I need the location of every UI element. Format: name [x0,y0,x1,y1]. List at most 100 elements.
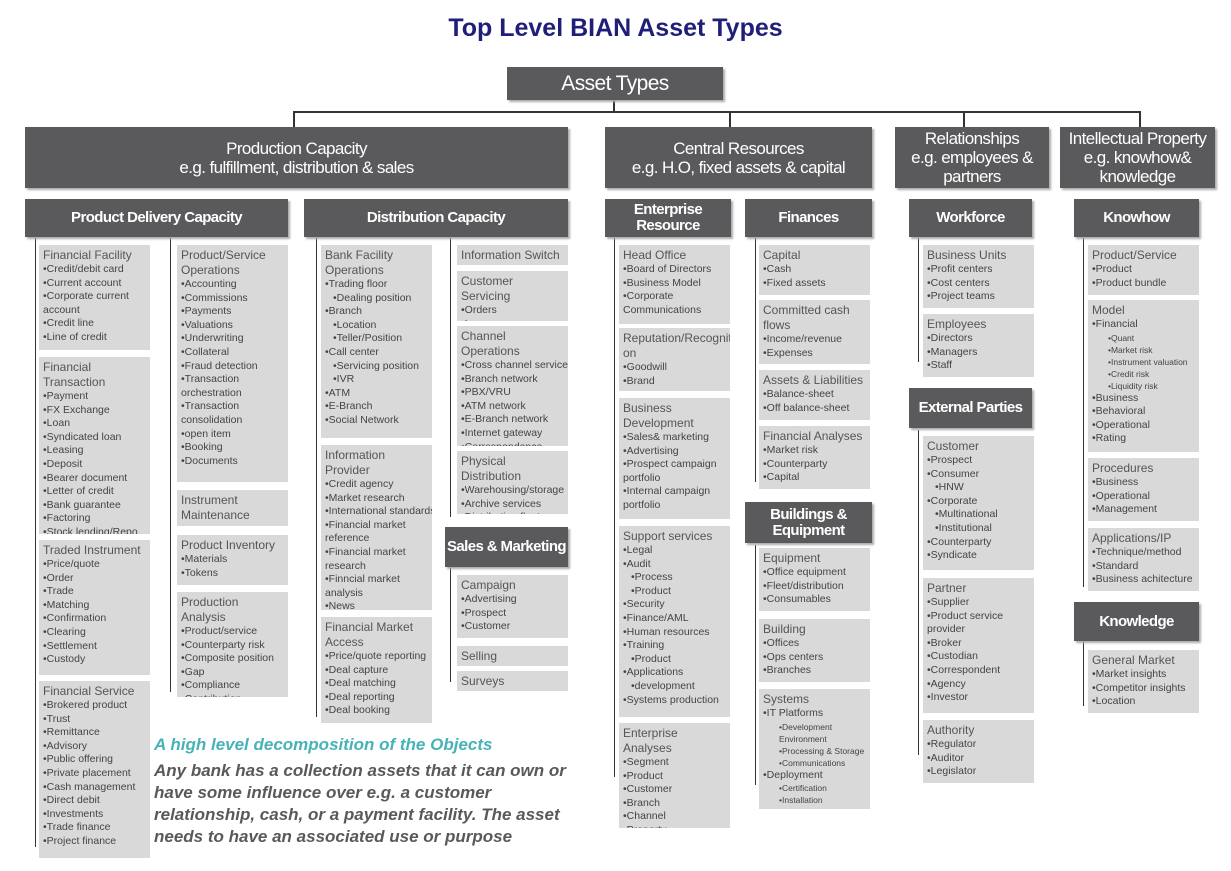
group-distribution-capacity: Distribution Capacity [304,199,568,237]
box-item: •ATM network [461,399,526,412]
asset-box-equipment: Equipment •Office equipment •Fleet/distrib… [759,548,870,611]
box-item: portfolio [623,498,661,511]
asset-box-procedures: Procedures •Business •Operational •Manageme… [1088,458,1199,521]
box-item: •Product/service [181,625,258,637]
box-item: •Letter of credit [43,485,114,498]
asset-box-financial-analyses: Financial Analyses •Market risk •Counterpa… [759,426,870,489]
box-item: •Counterparty risk [181,638,265,651]
box-item: •Deployment [763,768,823,781]
box-item: •Credit agency [325,478,394,490]
box-item: •Teller/Position [333,332,403,345]
connector-line [293,111,295,127]
box-item: •Profit centers [927,263,993,275]
asset-box-bank-facility-operations: Bank Facility Operations •Trading floor •De… [321,245,432,438]
box-item: •Correspondence [461,441,565,446]
box-item: •Offices [763,637,800,649]
box-item: •Regulator [927,738,977,750]
asset-box-building: Building •Offices •Ops centers •Branches [759,619,870,682]
box-item: portfolio [623,471,661,484]
box-title: Reputation/Recogniti [623,331,730,345]
box-item: •Market risk [763,444,819,456]
box-item: •Settlement [43,639,97,652]
asset-box-information-provider: Information Provider •Credit agency •Marke… [321,445,432,610]
box-item: •Trust [43,712,71,725]
box-title: Information Provider [325,448,386,477]
box-item: •ATM [325,386,351,399]
box-item: •Process [631,571,673,584]
box-item: •Syndicate [927,549,977,562]
box-item: •Contribution [181,693,285,697]
box-title: flows [763,318,791,332]
box-item: •Credit risk [1108,368,1150,379]
box-item: •International standards [325,505,432,518]
asset-box-customer-servicing: Customer Servicing•Orders •Issues [457,271,568,321]
group-product-delivery-capacity: Product Delivery Capacity [25,199,288,237]
box-item: •Business [1092,476,1139,488]
box-title: on [623,346,637,360]
box-item: •Customer [461,620,511,633]
box-item: •Remittance [43,726,100,739]
tree-line [918,430,919,755]
asset-box-committed-cash-flows: Committed cash flows •Income/revenue •Expen… [759,300,870,364]
group-enterprise-resource: Enterprise Resource [605,199,731,237]
box-title: Channel Operations [461,329,520,358]
box-item: •Project finance [43,834,117,847]
box-item: •Branch [623,796,660,809]
asset-box-systems: Systems •IT Platforms •Development Environm… [759,689,870,809]
asset-box-applications-ip: Applications/IP •Technique/method •Standar… [1088,528,1199,591]
box-item: •FX Exchange [43,403,110,416]
box-item: •Booking [181,441,223,454]
box-title: Financial Facility [43,248,132,262]
tree-line [316,237,317,717]
asset-box-product-service-operations: Product/Service Operations •Accounting •Com… [177,245,288,482]
box-item: •Prospect campaign [623,458,717,471]
box-item: •Segment [623,756,669,768]
box-title: Authority [927,723,975,737]
box-title: Campaign [461,578,516,592]
box-item: •Certification [779,783,827,794]
box-item: •Factoring [43,512,91,525]
box-item: •Financial market [325,518,406,531]
box-item: •Security [623,598,665,611]
box-item: •Product [631,584,671,597]
root-asset-types: Asset Types [507,67,723,100]
box-item: •Fleet/distribution [763,579,844,592]
box-item: •Broker [927,636,962,649]
box-item: •Cross channel services [461,359,568,371]
box-item: •development [631,679,695,692]
box-item: •Legal [623,544,653,556]
box-item: •Market research [325,491,405,504]
box-item: •Branch [325,305,362,318]
tree-line [170,237,171,692]
box-item: •Financial market [325,545,406,558]
box-title: Equipment [763,551,821,565]
box-item: •Price/quote [43,558,100,570]
group-knowledge: Knowledge [1074,602,1199,641]
box-item: •Servicing position [333,359,419,372]
box-item: •Location [333,318,377,331]
group-sales-marketing: Sales & Marketing [445,527,568,567]
box-item: •Product [631,652,671,665]
box-item: •open item [181,427,231,440]
box-item: •Order [43,571,74,584]
box-item: •Market risk [1108,344,1153,355]
box-title: Employees [927,317,987,331]
box-item: account [43,303,80,316]
box-title: Information Switch [461,248,560,262]
box-title: Financial Service [43,684,135,698]
box-item: •Loan [43,417,71,430]
asset-box-head-office: Head Office •Board of Directors •Business … [619,245,730,324]
tree-line [450,237,451,517]
box-item: •Branches [763,664,812,677]
tree-line [918,237,919,362]
group-buildings-equipment: Buildings & Equipment [745,502,872,543]
box-item: •Deal booking [325,704,390,717]
connector-line [963,111,965,127]
box-item: •Balance-sheet [763,388,834,400]
tree-line [1083,237,1084,587]
box-item: •Valuations [181,318,233,331]
box-item: •Direct debit [43,794,100,807]
tree-line [614,237,615,777]
box-title: Business [623,401,672,415]
box-item: •Product service [927,609,1004,622]
